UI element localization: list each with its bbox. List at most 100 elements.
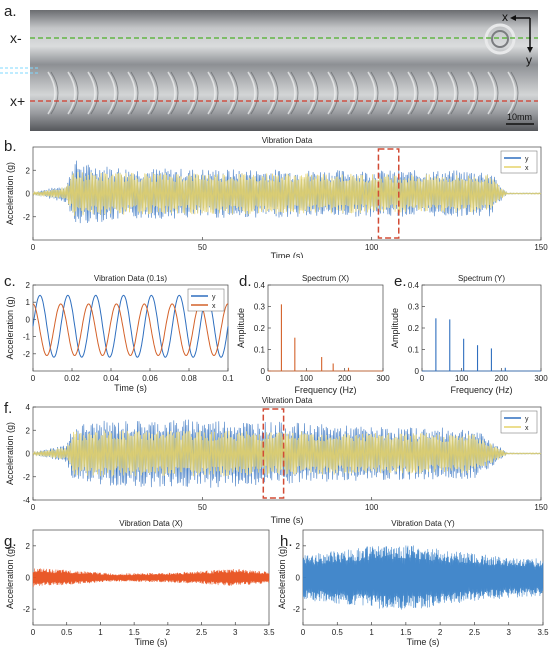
y-tick-label: 2 — [26, 166, 31, 175]
legend-label-x: x — [212, 303, 216, 310]
x-tick-label: 0.08 — [181, 374, 197, 383]
legend-box — [500, 150, 538, 174]
legend-label-x: x — [525, 425, 529, 432]
weld-ripple — [247, 71, 256, 115]
x-tick-label: 0 — [31, 628, 36, 637]
x-tick-label: 3.5 — [537, 628, 549, 637]
weld-ripple-shadow — [150, 71, 159, 115]
y-axis-label: Acceleration (g) — [5, 546, 15, 609]
x-tick-label: 150 — [534, 243, 548, 252]
weld-ripple-shadow — [110, 71, 119, 115]
weld-ripple-shadow — [350, 71, 359, 115]
y-tick-label: 0.1 — [254, 346, 266, 355]
weld-ripple — [147, 71, 156, 115]
weld-ripple — [427, 71, 436, 115]
chart-b: 0 50 100 150 -2 0 2 Vibration Data Time (s) Accel… — [4, 136, 548, 258]
chart-e: 0 100 200 300 0 0.1 0.2 0.3 0.4 Spectrum (Y) Frequ… — [390, 273, 548, 395]
x-axis-label: Frequency (Hz) — [294, 385, 356, 395]
chart-f: 0 50 100 150 -4 -2 0 2 4 Vibration Data Time (s) Ac… — [4, 396, 548, 525]
weld-ripple — [287, 71, 296, 115]
y-tick-label: -4 — [23, 496, 31, 505]
weld-ripple-shadow — [310, 71, 319, 115]
x-tick-label: 0.5 — [332, 628, 344, 637]
weld-ripple — [267, 71, 276, 115]
chart-c: 0 0.02 0.04 0.06 0.08 0.1 -2 -1 0 1 2 Vibration Dat… — [4, 273, 234, 393]
x-tick-label: 300 — [534, 374, 548, 383]
y-tick-label: -2 — [293, 605, 301, 614]
y-tick-label: 0.1 — [408, 346, 420, 355]
y-axis-label: Acceleration (g) — [5, 296, 15, 359]
panel-label-d: d. — [239, 273, 252, 290]
x-tick-label: 2.5 — [469, 628, 481, 637]
x-tick-label: 0 — [420, 374, 425, 383]
x-tick-label: 0.02 — [64, 374, 80, 383]
legend-label-y: y — [525, 416, 529, 423]
y-tick-label: 0.3 — [254, 303, 266, 312]
y-tick-label: 2 — [26, 542, 31, 551]
y-tick-label: -2 — [23, 473, 31, 482]
x-tick-label: 150 — [534, 503, 548, 512]
series-line-x — [32, 303, 229, 357]
axis-label-x: x — [502, 10, 508, 24]
y-tick-label: 0 — [261, 367, 266, 376]
weld-ripple-shadow — [330, 71, 339, 115]
chart-title: Vibration Data (Y) — [391, 520, 455, 528]
legend-box — [187, 288, 225, 312]
weld-ripple — [487, 71, 496, 115]
weld-ripple — [167, 71, 176, 115]
x-tick-label: 100 — [365, 503, 379, 512]
x-tick-label: 2 — [438, 628, 443, 637]
weld-ripple — [367, 71, 376, 115]
x-tick-label: 100 — [455, 374, 469, 383]
x-axis-label: Time (s) — [407, 637, 440, 647]
x-axis-label: Frequency (Hz) — [450, 385, 512, 395]
x-tick-label: 200 — [338, 374, 352, 383]
weld-ripples — [47, 71, 519, 115]
weld-ripple-shadow — [470, 71, 479, 115]
y-tick-label: -2 — [23, 605, 31, 614]
highlight-window — [377, 148, 400, 239]
x-tick-label: 3 — [233, 628, 238, 637]
weld-ripple — [207, 71, 216, 115]
weld-ripple-shadow — [230, 71, 239, 115]
panel-label-b: b. — [4, 138, 17, 155]
series-line-x — [32, 171, 542, 216]
chart-h: 0 0.5 1 1.5 2 2.5 3 3.5 -2 0 2 Vibration Data (Y) Ti… — [277, 520, 549, 647]
chart-title: Vibration Data — [262, 396, 313, 405]
x-tick-label: 50 — [198, 243, 207, 252]
weld-ripple — [507, 71, 516, 115]
y-axis-label: Acceleration (g) — [277, 546, 287, 609]
y-axis-label: Amplitude — [390, 308, 400, 348]
weld-ripple-shadow — [270, 71, 279, 115]
y-tick-label: -1 — [23, 333, 31, 342]
legend-label-y: y — [525, 156, 529, 163]
legend-label-x: x — [525, 165, 529, 172]
weld-ripple-shadow — [290, 71, 299, 115]
weld-ripple-shadow — [70, 71, 79, 115]
x-tick-label: 2 — [166, 628, 171, 637]
series-line-y — [32, 294, 229, 358]
x-tick-label: 0 — [266, 374, 271, 383]
y-tick-label: 0.4 — [254, 281, 266, 290]
x-axis-label: Time (s) — [271, 251, 304, 258]
weld-ripple — [187, 71, 196, 115]
x-tick-label: 0.1 — [222, 374, 234, 383]
weld-ripple — [447, 71, 456, 115]
weld-ripple — [347, 71, 356, 115]
series-line-x — [32, 430, 542, 477]
weld-ripple — [47, 71, 56, 115]
weld-ripple — [327, 71, 336, 115]
weld-ripple — [407, 71, 416, 115]
panel-label-g: g. — [4, 533, 17, 550]
x-tick-label: 0 — [31, 503, 36, 512]
highlight-window — [262, 408, 285, 499]
legend-box — [500, 410, 538, 434]
chart-title: Spectrum (X) — [302, 274, 349, 283]
weld-ripple — [127, 71, 136, 115]
weld-photo: a. x- x+ x y 10mm — [0, 3, 538, 131]
panel-label-a: a. — [4, 3, 17, 20]
panel-label-e: e. — [394, 273, 407, 290]
label-x-minus: x- — [10, 30, 22, 46]
weld-ripple-shadow — [90, 71, 99, 115]
y-tick-label: 0.3 — [408, 303, 420, 312]
